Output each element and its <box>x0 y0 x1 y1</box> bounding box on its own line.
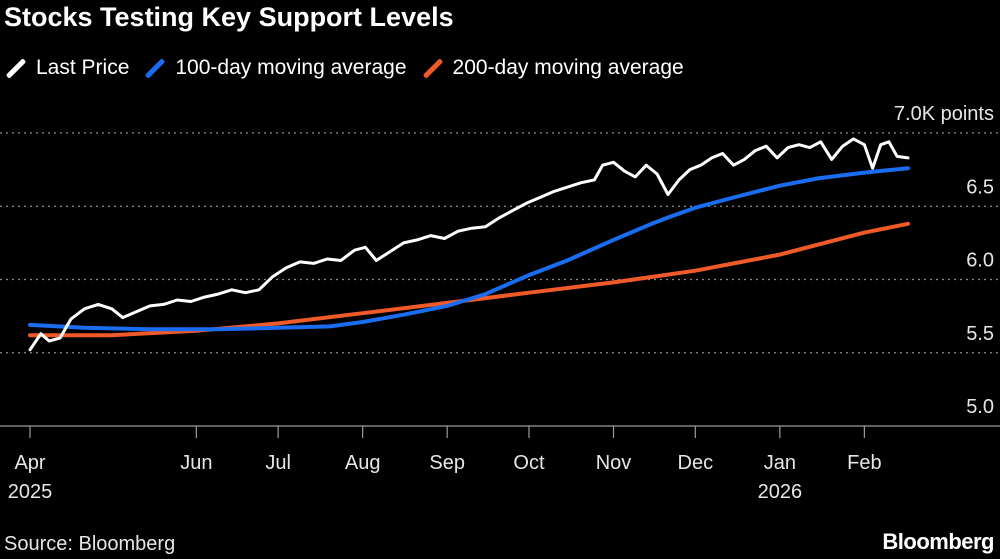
legend-label-200-day-ma: 200-day moving average <box>452 56 684 79</box>
chart-legend: Last Price 100-day moving average 200-da… <box>4 56 698 80</box>
x-tick-label: Apr <box>14 452 45 474</box>
bloomberg-logo: Bloomberg <box>882 529 994 554</box>
x-tick-label: Jul <box>265 452 291 474</box>
legend-item-200-day-ma: 200-day moving average <box>421 56 684 80</box>
y-tick-label: 5.5 <box>966 323 994 345</box>
x-tick-label: Sep <box>429 452 465 474</box>
series-line-100-day-ma <box>28 166 910 332</box>
x-tick-year-label: 2025 <box>8 481 53 503</box>
legend-item-last-price: Last Price <box>4 56 129 80</box>
x-tick-label: Aug <box>345 452 381 474</box>
y-tick-label: 5.0 <box>966 396 994 418</box>
x-tick-year-label: 2026 <box>758 481 803 503</box>
legend-item-100-day-ma: 100-day moving average <box>143 56 407 80</box>
x-tick-label: Feb <box>847 452 881 474</box>
y-tick-label: 7.0K points <box>894 103 994 125</box>
x-tick-label: Oct <box>513 452 545 474</box>
y-tick-label: 6.5 <box>966 176 994 198</box>
source-note: Source: Bloomberg <box>4 533 176 555</box>
legend-label-last-price: Last Price <box>36 56 130 79</box>
y-tick-label: 6.0 <box>966 250 994 272</box>
x-tick-label: Jan <box>764 452 796 474</box>
x-tick-label: Jun <box>180 452 212 474</box>
x-tick-label: Nov <box>596 452 632 474</box>
series-line-200-day-ma <box>28 221 910 338</box>
x-tick-label: Dec <box>678 452 714 474</box>
legend-label-100-day-ma: 100-day moving average <box>175 56 407 79</box>
chart-title: Stocks Testing Key Support Levels <box>4 2 454 32</box>
series-line-last-price <box>28 137 910 352</box>
